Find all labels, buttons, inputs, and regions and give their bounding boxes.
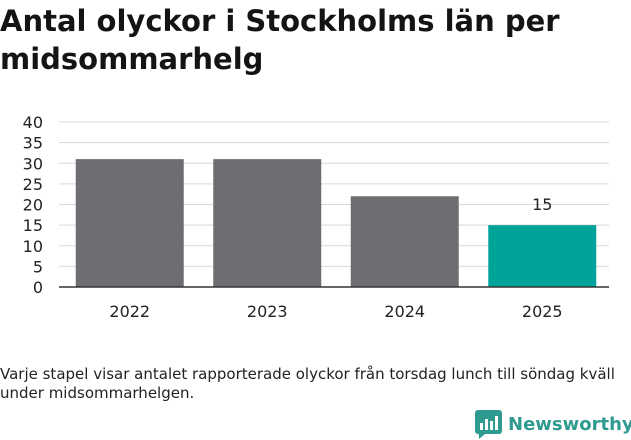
- chart-title: Antal olyckor i Stockholms län per midso…: [0, 4, 560, 76]
- bar-2022: [75, 159, 184, 287]
- x-tick-label: 2022: [109, 302, 150, 321]
- y-tick-label: 30: [23, 154, 43, 173]
- bar-2025: [488, 225, 597, 287]
- y-tick-label: 0: [33, 278, 43, 297]
- y-tick-label: 35: [23, 134, 43, 153]
- newsworthy-logo: Newsworthy: [475, 408, 631, 440]
- bars: [75, 159, 597, 287]
- data-label: 15: [532, 195, 552, 214]
- newsworthy-logo-icon: [475, 409, 502, 439]
- data-labels: 15: [532, 195, 552, 214]
- chart-footnote: Varje stapel visar antalet rapporterade …: [0, 365, 615, 402]
- bar-2023: [213, 159, 322, 287]
- x-tick-label: 2025: [522, 302, 563, 321]
- brand-name: Newsworthy: [508, 413, 631, 435]
- y-tick-label: 5: [33, 257, 43, 276]
- y-tick-label: 25: [23, 175, 43, 194]
- y-tick-label: 15: [23, 216, 43, 235]
- y-tick-label: 40: [23, 113, 43, 132]
- y-tick-label: 10: [23, 237, 43, 256]
- y-tick-label: 20: [23, 196, 43, 215]
- x-tick-label: 2024: [384, 302, 425, 321]
- x-axis-ticks: 2022 2023 2024 2025: [109, 302, 562, 321]
- bar-2024: [350, 196, 459, 287]
- x-tick-label: 2023: [247, 302, 288, 321]
